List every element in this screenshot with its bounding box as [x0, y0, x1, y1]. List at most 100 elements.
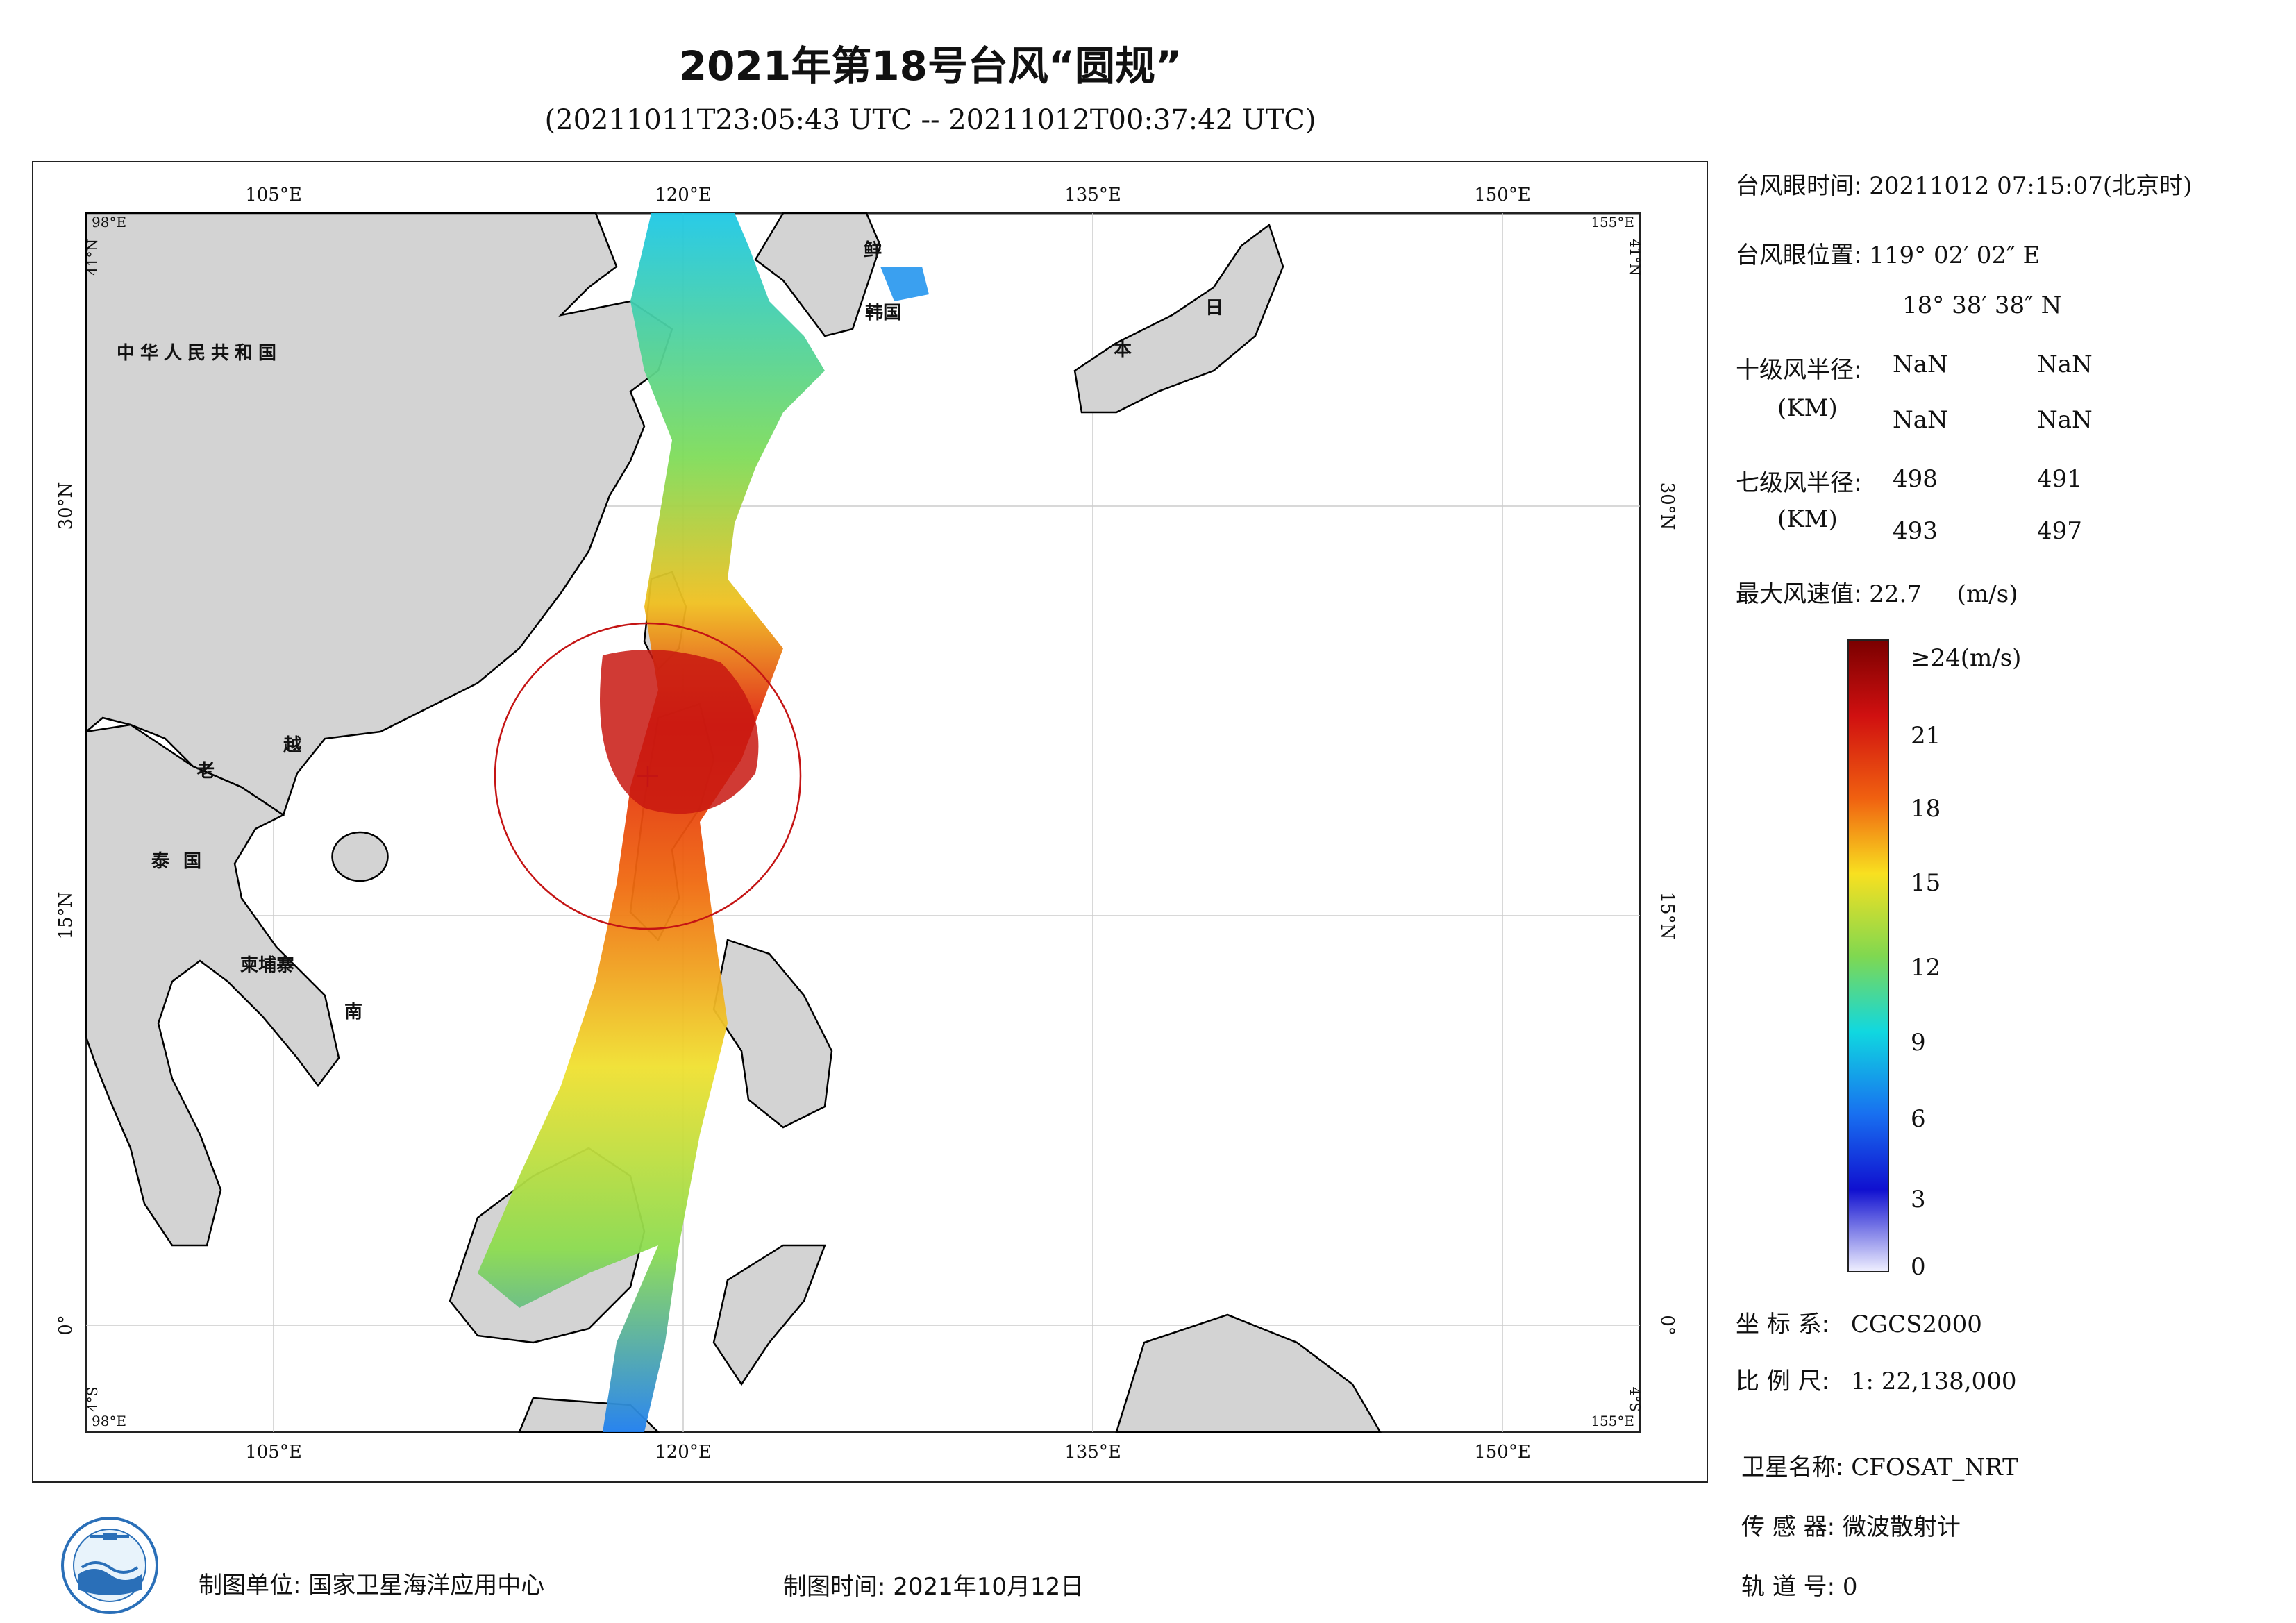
label-china: 中华人民共和国: [117, 342, 282, 364]
time-range-subtitle: (20211011T23:05:43 UTC -- 20211012T00:37…: [544, 104, 1316, 136]
corner-bottom-right-lon: 155°E: [1591, 1413, 1634, 1429]
corner-bottom-left-lat: 4°S: [84, 1387, 101, 1412]
label-japan-b: 本: [1114, 339, 1132, 360]
lat-tick-left: 15°N: [56, 892, 76, 940]
r7-unit: (KM): [1777, 505, 1838, 533]
corner-top-right-lon: 155°E: [1591, 214, 1634, 230]
eye-time-label: 台风眼时间:: [1736, 172, 1862, 200]
scale-row: 比 例 尺: 1: 22,138,000: [1736, 1362, 2016, 1396]
max-wind-label: 最大风速值:: [1736, 580, 1862, 608]
lat-tick-right: 15°N: [1657, 892, 1677, 940]
r10-unit: (KM): [1777, 394, 1838, 422]
land-hainan: [331, 831, 389, 882]
lon-tick-bottom: 150°E: [1474, 1442, 1531, 1463]
r10-value-ne: NaN: [1893, 351, 1948, 378]
page-title: 2021年第18号台风“圆规”: [678, 42, 1182, 90]
r7-value-nw: 497: [2037, 517, 2082, 545]
label-japan-a: 日: [1205, 298, 1223, 319]
r7-value-sw: 493: [1893, 517, 1938, 545]
colorbar-tick: 9: [1911, 1029, 1926, 1057]
orbit-label: 轨 道 号:: [1741, 1573, 1836, 1601]
r7-value-ne: 498: [1893, 465, 1938, 493]
land-sulawesi: [712, 1244, 826, 1386]
sensor-row: 传 感 器: 微波散射计: [1741, 1508, 1961, 1542]
swath-fill-korea-east: [880, 267, 929, 301]
land-japan: [1073, 223, 1284, 414]
scale-value: 1: 22,138,000: [1850, 1368, 2017, 1395]
max-wind-row: 最大风速值: 22.7 (m/s): [1736, 575, 2018, 609]
colorbar-tick: 6: [1911, 1105, 1926, 1133]
colorbar-tick: 18: [1911, 795, 1941, 823]
eye-time-row: 台风眼时间: 20211012 07:15:07(北京时): [1736, 167, 2192, 201]
label-korea-south: 韩国: [865, 303, 901, 323]
lon-tick-bottom: 120°E: [655, 1442, 712, 1463]
label-vietnam-a: 越: [283, 735, 302, 756]
production-date: 制图时间: 2021年10月12日: [783, 1573, 1084, 1601]
orbit-value: 0: [1842, 1573, 1858, 1601]
r10-label: 十级风半径:: [1736, 356, 1862, 384]
typhoon-wind-radius-circle: [494, 622, 802, 930]
lat-tick-left: 30°N: [56, 482, 76, 530]
colorbar-tick: ≥24(m/s): [1911, 644, 2022, 672]
label-thailand: 泰国: [151, 851, 215, 872]
eye-position-label: 台风眼位置:: [1736, 242, 1862, 269]
crs-value: CGCS2000: [1850, 1311, 1982, 1338]
land-new-guinea: [1115, 1313, 1382, 1433]
corner-labels: 98°E 41°N 155°E 41°N 98°E 4°S 155°E 4°S: [84, 214, 1643, 1429]
satellite-value: CFOSAT_NRT: [1851, 1454, 2018, 1481]
swath-fill: [478, 213, 825, 1432]
sensor-value: 微波散射计: [1842, 1513, 1961, 1541]
lat-tick-right: 30°N: [1657, 482, 1677, 530]
lon-tick-top: 120°E: [655, 185, 712, 205]
wind-map[interactable]: 105°E 120°E 135°E 150°E 105°E 120°E 135°…: [33, 162, 1707, 1481]
eye-position-row: 台风眼位置: 119° 02′ 02″ E: [1736, 236, 2040, 270]
lon-tick-top: 150°E: [1474, 185, 1531, 205]
sensor-label: 传 感 器:: [1741, 1513, 1836, 1541]
lon-tick-top: 105°E: [245, 185, 302, 205]
label-vietnam-b: 南: [344, 1002, 362, 1023]
max-wind-value: 22.7: [1869, 580, 1922, 608]
scale-label: 比 例 尺:: [1736, 1368, 1830, 1395]
nsoas-logo: [61, 1517, 158, 1614]
land-korea: [754, 212, 882, 337]
r10-value-sw: NaN: [1893, 406, 1948, 434]
wind-swath: [478, 213, 929, 1432]
corner-bottom-right-lat: 4°S: [1627, 1387, 1643, 1412]
lat-tick-left: 0°: [56, 1315, 76, 1336]
colorbar: [1847, 639, 1889, 1272]
country-labels: 中华人民共和国 老 越 南 泰国 柬埔寨 日 本 鲜 韩国: [117, 240, 1223, 1023]
label-korea-north: 鲜: [864, 240, 882, 261]
r7-value-se: 491: [2037, 465, 2082, 493]
satellite-row: 卫星名称: CFOSAT_NRT: [1741, 1448, 2018, 1482]
lon-tick-bottom: 105°E: [245, 1442, 302, 1463]
crs-row: 坐 标 系: CGCS2000: [1736, 1305, 1982, 1339]
r10-value-se: NaN: [2037, 351, 2093, 378]
land-china: [85, 212, 673, 816]
corner-top-left-lat: 41°N: [84, 239, 101, 276]
satellite-label: 卫星名称:: [1741, 1454, 1844, 1481]
lon-tick-bottom: 135°E: [1064, 1442, 1121, 1463]
r10-value-nw: NaN: [2037, 406, 2093, 434]
typhoon-center-marker: [637, 766, 658, 787]
colorbar-tick: 0: [1911, 1253, 1926, 1281]
lon-tick-top: 135°E: [1064, 185, 1121, 205]
corner-bottom-left-lon: 98°E: [92, 1413, 126, 1429]
corner-top-left-lon: 98°E: [92, 214, 126, 230]
corner-top-right-lat: 41°N: [1627, 239, 1643, 276]
max-wind-unit: (m/s): [1956, 580, 2018, 608]
label-cambodia: 柬埔寨: [240, 955, 294, 976]
r7-label: 七级风半径:: [1736, 469, 1862, 497]
eye-position-lon: 119° 02′ 02″ E: [1869, 242, 2041, 269]
lat-tick-right: 0°: [1657, 1315, 1677, 1336]
swath-core-high-wind: [600, 650, 759, 814]
eye-time-value: 20211012 07:15:07(北京时): [1869, 172, 2193, 200]
eye-position-lat: 18° 38′ 38″ N: [1902, 292, 2062, 319]
land-indochina: [85, 723, 340, 1247]
colorbar-tick: 15: [1911, 869, 1941, 897]
axis-labels: 105°E 120°E 135°E 150°E 105°E 120°E 135°…: [56, 185, 1677, 1463]
crs-label: 坐 标 系:: [1736, 1311, 1830, 1338]
orbit-row: 轨 道 号: 0: [1741, 1567, 1858, 1601]
colorbar-tick: 12: [1911, 954, 1941, 982]
map-frame[interactable]: 105°E 120°E 135°E 150°E 105°E 120°E 135°…: [32, 161, 1708, 1483]
land-visayas-mindanao: [712, 939, 833, 1129]
